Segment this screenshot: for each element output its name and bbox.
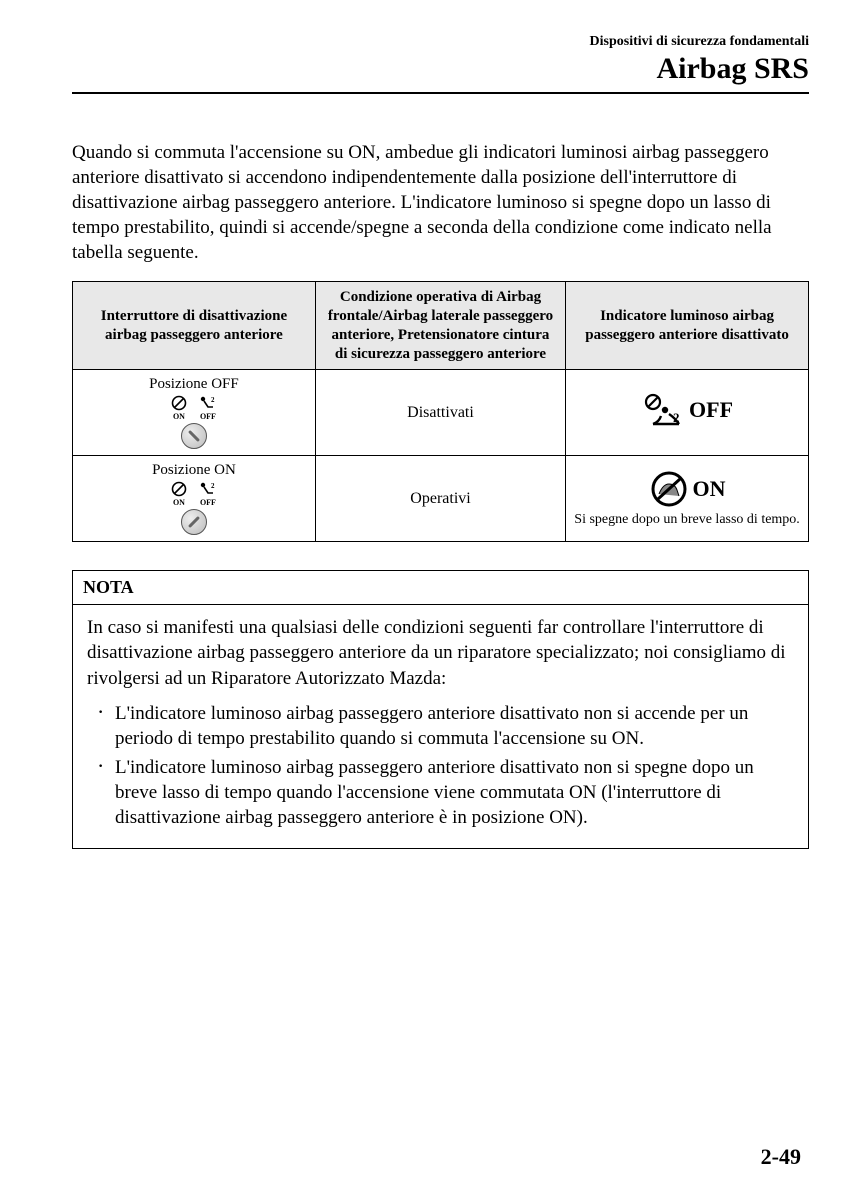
dial-on-icon: [181, 509, 207, 535]
airbag-table: Interruttore di disattivazione airbag pa…: [72, 281, 809, 542]
intro-paragraph: Quando si commuta l'accensione su ON, am…: [72, 140, 809, 265]
nota-box: NOTA In caso si manifesti una qualsiasi …: [72, 570, 809, 849]
nota-intro: In caso si manifesti una qualsiasi delle…: [87, 615, 794, 690]
svg-text:2: 2: [211, 396, 215, 404]
indicator-on-graphic: ON: [649, 470, 726, 508]
svg-text:2: 2: [673, 410, 680, 425]
nota-item: L'indicatore luminoso airbag passeggero …: [105, 701, 794, 751]
header-rule: [72, 92, 809, 94]
dial-off-icon: [181, 423, 207, 449]
header-title: Airbag SRS: [72, 52, 809, 86]
indicator-on-label: ON: [693, 476, 726, 502]
switch-on-label: ON: [173, 498, 185, 507]
svg-text:2: 2: [211, 482, 215, 490]
header-category: Dispositivi di sicurezza fondamentali: [72, 34, 809, 50]
page-number: 2-49: [761, 1144, 801, 1170]
nota-title: NOTA: [73, 571, 808, 605]
table-row: Posizione OFF ON 2 OFF: [73, 370, 809, 456]
table-header-indicator: Indicatore luminoso airbag passeggero an…: [566, 282, 809, 370]
airbag-on-indicator-icon: [649, 470, 689, 508]
switch-off-label: OFF: [200, 412, 216, 421]
indicator-off-label: OFF: [689, 397, 733, 423]
table-row: Posizione ON ON 2 OFF: [73, 456, 809, 542]
indicator-sub-note: Si spegne dopo un breve lasso di tempo.: [574, 512, 800, 528]
table-header-condition: Condizione operativa di Airbag frontale/…: [315, 282, 565, 370]
position-label: Posizione OFF: [149, 376, 239, 393]
switch-off-label: OFF: [200, 498, 216, 507]
condition-cell: Disattivati: [315, 370, 565, 456]
airbag-seat-icon: 2: [199, 395, 217, 411]
position-label: Posizione ON: [152, 462, 236, 479]
table-header-switch: Interruttore di disattivazione airbag pa…: [73, 282, 316, 370]
airbag-seat-icon: 2: [199, 481, 217, 497]
indicator-off-graphic: 2 OFF: [641, 392, 733, 428]
switch-on-label: ON: [173, 412, 185, 421]
airbag-off-indicator-icon: 2: [641, 392, 685, 428]
nota-item: L'indicatore luminoso airbag passeggero …: [105, 755, 794, 830]
condition-cell: Operativi: [315, 456, 565, 542]
no-symbol-icon: [171, 481, 187, 497]
no-symbol-icon: [171, 395, 187, 411]
